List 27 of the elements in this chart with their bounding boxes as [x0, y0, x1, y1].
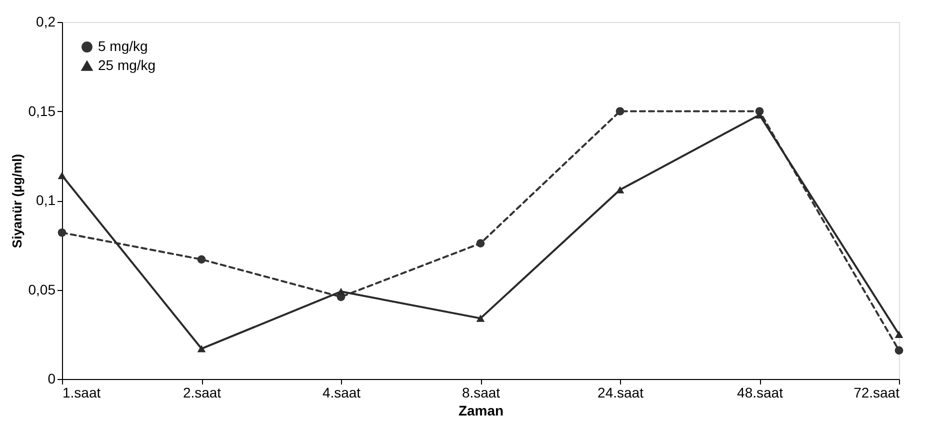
x-axis-title: Zaman: [458, 402, 504, 418]
point: [58, 172, 66, 180]
y-tick-label: 0,1: [36, 192, 56, 208]
point: [476, 314, 485, 322]
y-tick-label: 0: [48, 370, 56, 386]
y-tick-label: 0,15: [28, 102, 56, 119]
point: [197, 255, 206, 264]
y-tick-label: 0,2: [36, 14, 56, 30]
point: [476, 239, 485, 248]
point: [894, 346, 904, 355]
point: [58, 228, 66, 237]
x-tick-label: 2.saat: [182, 384, 222, 400]
point: [336, 288, 346, 296]
x-tick-label: 48.saat: [737, 384, 784, 400]
point: [894, 330, 904, 338]
legend-label: 25 mg/kg: [98, 57, 156, 73]
y-tick-label: 0,05: [28, 281, 56, 298]
x-tick-label: 4.saat: [322, 384, 361, 400]
x-tick-label: 24.saat: [598, 384, 644, 400]
y-axis-title: Siyanür (µg/ml): [9, 154, 24, 248]
x-tick-label: 8.saat: [462, 384, 500, 400]
x-tick-label: 1.saat: [62, 384, 101, 400]
x-tick-label: 72.saat: [854, 384, 900, 400]
point: [616, 107, 624, 116]
legend-label: 5 mg/kg: [98, 38, 148, 54]
point: [197, 345, 206, 352]
point: [755, 111, 764, 118]
